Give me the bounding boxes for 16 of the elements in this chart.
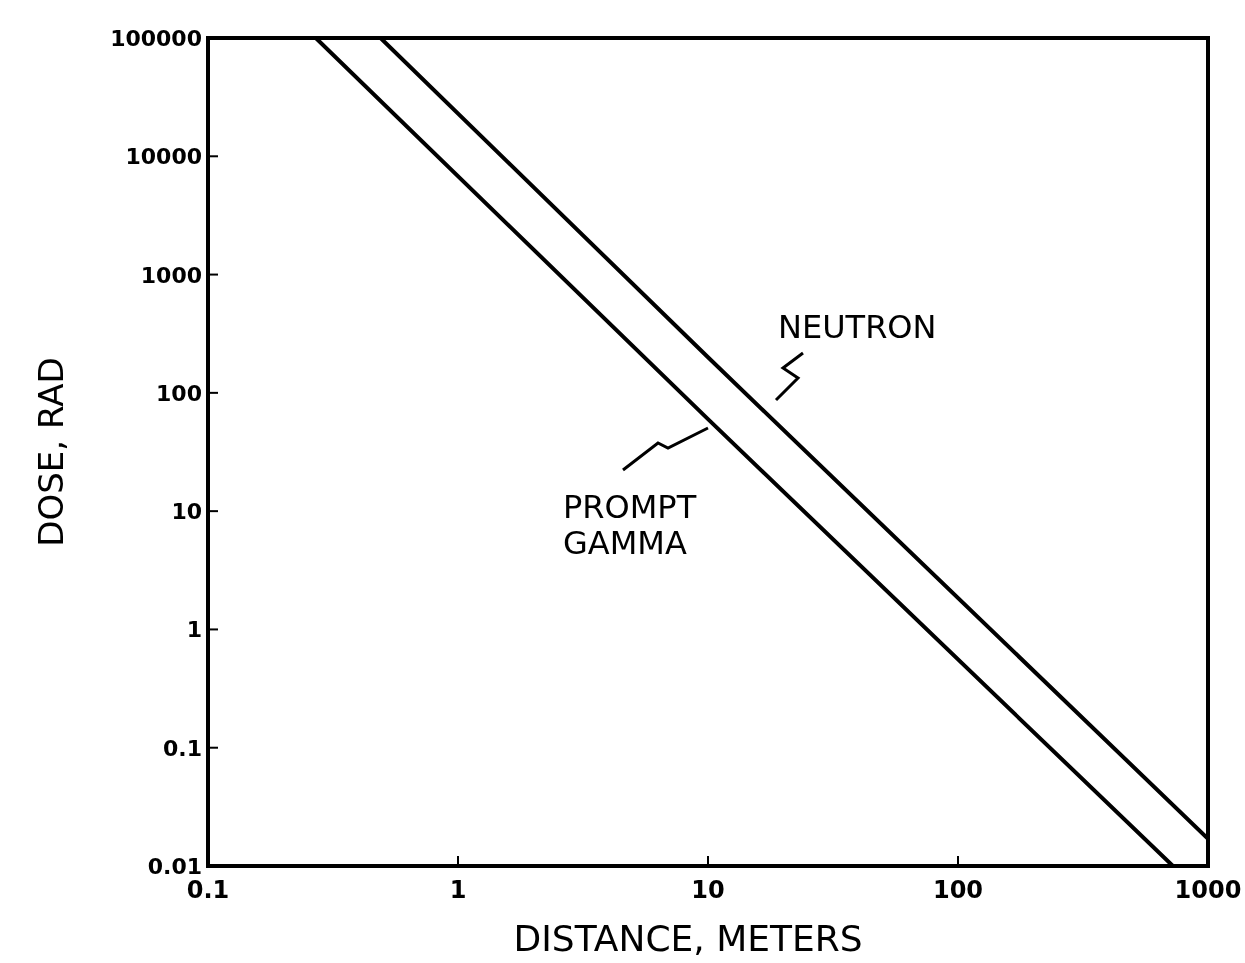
x-tick-label: 1000 (1174, 876, 1242, 904)
x-tick-label: 100 (932, 876, 984, 904)
y-tick-label: 0.01 (147, 854, 202, 879)
y-tick-label: 1000 (140, 262, 202, 288)
y-tick-label: 0.1 (163, 735, 202, 761)
y-tick-label: 100 (156, 380, 202, 406)
y-axis-title: DOSE, RAD (31, 357, 71, 547)
legend-label: PROMPT GAMMA (563, 488, 697, 562)
x-axis-title: DISTANCE, METERS (513, 918, 863, 959)
y-tick-label: 100000 (110, 26, 202, 51)
x-tick-label: 10 (691, 876, 725, 904)
series-label: NEUTRON (778, 308, 937, 346)
y-tick-label: 10 (171, 499, 202, 525)
x-tick-label: 1 (449, 876, 467, 904)
y-tick-label: 1 (186, 617, 202, 643)
y-tick-label: 10000 (125, 144, 202, 170)
